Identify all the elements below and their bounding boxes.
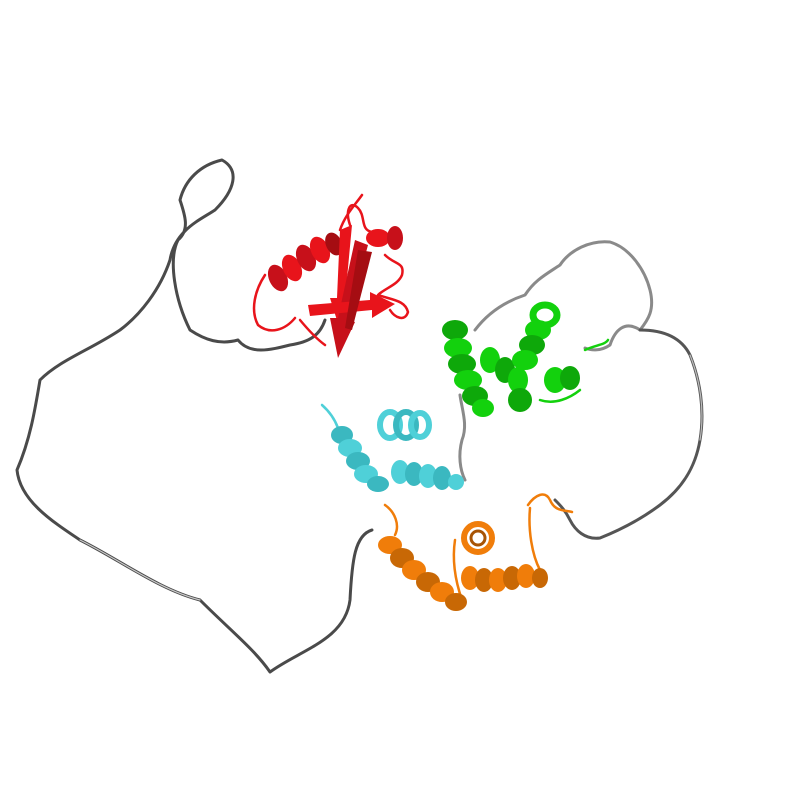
loop-large-left-highlight	[79, 539, 201, 601]
loop-green-to-cyan	[458, 393, 467, 482]
loop-right-large	[553, 328, 704, 540]
green-helix-2	[480, 347, 532, 412]
domain-cyan	[320, 403, 464, 492]
green-coil-1	[583, 338, 610, 352]
red-coil-4	[376, 253, 410, 320]
red-helix	[267, 232, 343, 292]
orange-coil-3	[528, 506, 542, 572]
green-coil-2	[538, 388, 582, 403]
green-helix-4	[544, 366, 580, 393]
green-helix-1	[442, 320, 494, 417]
orange-coil-2	[526, 493, 574, 514]
red-coil-2	[338, 193, 364, 232]
cyan-helix-3	[391, 460, 464, 490]
orange-helix-2	[461, 521, 495, 555]
cyan-coil-1	[320, 403, 340, 430]
red-helix-top	[366, 226, 403, 250]
domain-red	[252, 193, 410, 358]
red-strand-4	[345, 250, 372, 330]
red-coil-5	[298, 318, 327, 347]
orange-coil-1	[383, 503, 399, 537]
red-beta-sheet	[308, 225, 395, 358]
green-helix-3	[512, 301, 561, 370]
orange-helix-3	[461, 564, 548, 592]
loop-right-top	[473, 240, 654, 352]
orange-coil-4	[452, 538, 464, 602]
cyan-helix-2	[377, 409, 432, 441]
red-coil-3	[346, 203, 374, 234]
orange-helix-1	[378, 536, 467, 611]
domain-green	[442, 301, 610, 417]
disordered-loops	[15, 158, 704, 674]
cyan-helix-1	[331, 426, 389, 492]
loop-right-large-highlight	[689, 354, 703, 441]
loop-large-left	[15, 158, 374, 674]
red-coil-1	[252, 273, 297, 332]
domain-orange	[378, 493, 574, 611]
